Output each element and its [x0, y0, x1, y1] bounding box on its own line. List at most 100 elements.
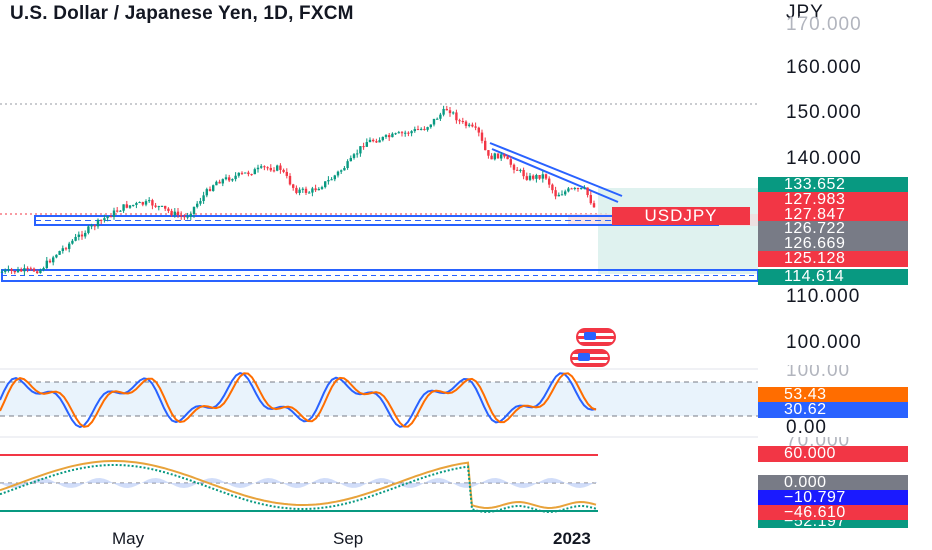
osc-tag-zero[interactable]: 0.000 [758, 475, 908, 491]
candle-body [205, 189, 208, 196]
price-tag-entry[interactable]: 126.722 [758, 221, 908, 237]
candle-body [573, 188, 576, 190]
candle-body [544, 174, 548, 179]
symbol-tag[interactable]: USDJPY [612, 207, 750, 225]
price-label-100: 100.000 [786, 332, 862, 353]
candle-body [324, 181, 327, 188]
price-tag-entry-2[interactable]: 126.669 [758, 236, 908, 252]
candle-body [496, 153, 500, 159]
candle-body [224, 177, 228, 180]
osc-tag-60[interactable]: 60.000 [758, 446, 908, 462]
osc-tag-bottom[interactable]: −52.197 [758, 520, 908, 528]
trendline-lower [491, 148, 619, 203]
candle-body [365, 142, 368, 147]
candle-body [218, 181, 221, 184]
candle-body [141, 202, 144, 205]
candle-body [256, 167, 260, 170]
trendline-upper [489, 142, 623, 197]
candle-body [298, 189, 301, 193]
candle-body [429, 124, 432, 128]
candle-body [128, 205, 132, 208]
candle-body [372, 139, 375, 142]
candle-body [279, 165, 282, 170]
candle-body [90, 225, 93, 227]
candle-body [528, 175, 532, 180]
price-label-top: 170.000 [786, 14, 862, 35]
candle-body [346, 161, 349, 169]
candle-body [314, 188, 317, 191]
candle-body [212, 185, 215, 191]
price-tag-high[interactable]: 127.983 [758, 192, 908, 208]
candle-body [196, 203, 199, 207]
candle-body [58, 251, 61, 255]
us-flag-event-icon[interactable] [576, 328, 616, 346]
candle-body [407, 132, 410, 134]
candle-body [295, 187, 298, 193]
candle-body [16, 269, 20, 273]
candle-body [336, 171, 340, 176]
candle-body [64, 248, 68, 250]
candle-body [317, 188, 320, 191]
candle-body [183, 216, 186, 218]
candle-body [522, 169, 525, 177]
candle-body [4, 270, 7, 272]
candle-body [567, 188, 570, 192]
candle-body [202, 195, 205, 202]
stoch-d-tag[interactable]: 53.43 [758, 387, 908, 403]
candle-body [340, 170, 343, 172]
candle-body [269, 167, 272, 171]
candle-body [477, 127, 480, 133]
candle-body [541, 174, 544, 179]
candle-body [84, 232, 87, 237]
candle-body [589, 195, 592, 204]
candle-body [381, 136, 384, 141]
candle-body [237, 172, 240, 176]
osc-tag-main[interactable]: −46.610 [758, 505, 908, 521]
candle-body [109, 216, 112, 218]
price-tag-support[interactable]: 114.614 [758, 269, 908, 285]
candle-body [157, 206, 160, 208]
candle-body [583, 187, 586, 189]
candle-body [538, 175, 541, 179]
candle-body [404, 132, 407, 134]
osc-tag-signal[interactable]: −10.797 [758, 490, 908, 506]
candle-body [420, 128, 423, 130]
price-tag-last[interactable]: 127.847 [758, 207, 908, 223]
candle-body [301, 188, 304, 190]
price-tag-stop[interactable]: 125.128 [758, 251, 908, 267]
chart-title: U.S. Dollar / Japanese Yen, 1D, FXCM [10, 3, 354, 24]
candle-body [192, 206, 196, 214]
candle-body [570, 188, 573, 190]
us-flag-event-icon[interactable] [570, 349, 610, 367]
candle-body [359, 146, 362, 154]
candle-body [394, 133, 397, 135]
candle-body [413, 129, 416, 132]
candle-body [208, 189, 212, 191]
candle-body [154, 205, 157, 207]
candle-body [423, 128, 426, 130]
stoch-label-100: 100.00 [786, 360, 851, 381]
candle-body [39, 269, 42, 274]
time-label-may: May [112, 529, 145, 548]
candle-body [125, 204, 128, 208]
candle-body [282, 169, 285, 172]
candle-body [119, 210, 122, 212]
price-tag-target[interactable]: 133.652 [758, 177, 908, 193]
candle-body [532, 175, 535, 179]
candle-body [288, 175, 292, 185]
candle-body [554, 190, 557, 197]
price-label-150: 150.000 [786, 102, 862, 123]
candle-body [122, 204, 125, 211]
long-position-zone [598, 188, 758, 274]
stoch-k-tag[interactable]: 30.62 [758, 402, 908, 418]
osc-main-line [0, 464, 597, 514]
candle-body [500, 154, 503, 159]
candle-body [132, 204, 135, 206]
candle-body [100, 219, 103, 221]
candle-body [452, 112, 455, 114]
candle-body [263, 166, 266, 168]
candlestick-series [0, 105, 596, 276]
candle-body [231, 179, 234, 181]
candle-body [32, 268, 36, 272]
